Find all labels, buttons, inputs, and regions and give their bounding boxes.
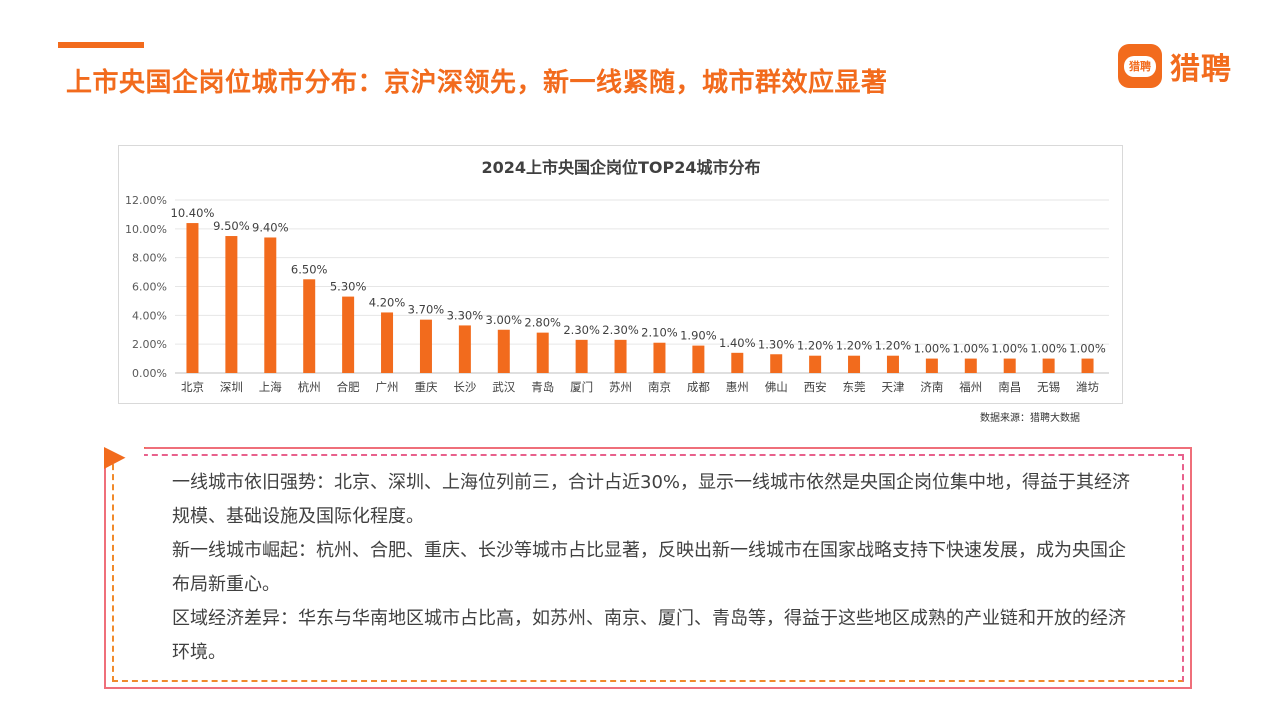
bar [925, 358, 938, 373]
data-label: 5.30% [330, 280, 367, 294]
note-first-tier: 一线城市依旧强势：北京、深圳、上海位列前三，合计占近30%，显示一线城市依然是央… [172, 472, 1131, 527]
bar-chart: 2024上市央国企岗位TOP24城市分布 0.00% 2.00% 4.00% 6.00%… [125, 158, 1109, 394]
bar [964, 358, 977, 373]
data-label: 3.30% [447, 308, 484, 322]
note-new-first-tier: 新一线城市崛起：杭州、合肥、重庆、长沙等城市占比显著，反映出新一线城市在国家战略… [172, 540, 1126, 595]
bar [458, 325, 471, 373]
data-label: 6.50% [291, 262, 328, 276]
notes-box-dashed-border [112, 454, 1184, 682]
x-tick-label: 重庆 [414, 380, 437, 394]
x-tick-label: 武汉 [492, 380, 515, 394]
notes-corner-cutout [104, 447, 144, 467]
bar [731, 352, 744, 373]
data-label: 1.00% [953, 342, 990, 356]
data-label: 2.30% [563, 323, 600, 337]
x-tick-label: 福州 [959, 380, 982, 394]
data-label: 3.70% [408, 303, 445, 317]
x-tick-label: 成都 [687, 380, 710, 394]
x-tick-label: 西安 [804, 380, 827, 394]
x-tick-label: 厦门 [570, 380, 593, 394]
data-label: 1.00% [1069, 342, 1106, 356]
note-regional-difference: 区域经济差异：华东与华南地区城市占比高，如苏州、南京、厦门、青岛等，得益于这些地… [172, 608, 1126, 663]
bar [770, 354, 783, 373]
notes-box [104, 447, 1192, 689]
bar [303, 279, 316, 373]
data-label: 1.20% [797, 339, 834, 353]
bar [381, 312, 394, 373]
bar [225, 236, 238, 373]
bar [1081, 358, 1094, 373]
x-tick-label: 潍坊 [1076, 380, 1099, 394]
bar [886, 355, 899, 373]
data-label: 3.00% [486, 313, 523, 327]
page-title: 上市央国企岗位城市分布：京沪深领先，新一线紧随，城市群效应显著 [66, 68, 888, 98]
liepin-logo: 猎聘 猎聘 [1118, 44, 1232, 88]
title-accent-bar [58, 42, 144, 48]
bar [575, 339, 588, 373]
y-tick-label: 12.00% [125, 194, 167, 207]
x-tick-label: 长沙 [453, 380, 476, 394]
data-label: 1.90% [680, 329, 717, 343]
data-label: 1.00% [914, 342, 951, 356]
x-tick-label: 广州 [376, 380, 399, 394]
y-tick-label: 6.00% [132, 281, 167, 294]
bar [1042, 358, 1055, 373]
bar [614, 339, 627, 373]
x-tick-label: 东莞 [843, 380, 866, 394]
x-tick-label: 天津 [881, 380, 904, 394]
bar [342, 296, 355, 373]
data-label: 1.20% [875, 339, 912, 353]
y-tick-label: 10.00% [125, 223, 167, 236]
data-label: 1.20% [836, 339, 873, 353]
logo-badge: 猎聘 [1124, 55, 1156, 77]
bar [692, 345, 705, 373]
x-tick-label: 青岛 [531, 380, 554, 394]
bar [809, 355, 822, 373]
y-tick-label: 2.00% [132, 338, 167, 351]
data-label: 2.80% [524, 316, 561, 330]
x-tick-label: 合肥 [337, 380, 360, 394]
bar [848, 355, 861, 373]
x-tick-label: 杭州 [298, 380, 321, 394]
data-label: 1.00% [991, 342, 1028, 356]
data-label: 1.00% [1030, 342, 1067, 356]
bar [419, 319, 432, 373]
bar-chart-frame: 2024上市央国企岗位TOP24城市分布 0.00% 2.00% 4.00% 6.00%… [118, 145, 1123, 404]
logo-text: 猎聘 [1170, 52, 1232, 87]
x-tick-label: 深圳 [220, 380, 243, 394]
bar [497, 329, 510, 373]
data-label: 1.40% [719, 336, 756, 350]
x-tick-label: 无锡 [1037, 380, 1060, 394]
data-label: 1.30% [758, 337, 795, 351]
x-tick-label: 济南 [920, 380, 943, 394]
x-tick-label: 惠州 [726, 380, 749, 394]
data-label: 9.40% [252, 220, 289, 234]
x-tick-label: 苏州 [609, 380, 632, 394]
bar [1003, 358, 1016, 373]
data-label: 2.30% [602, 323, 639, 337]
x-tick-label: 南京 [648, 380, 671, 394]
logo-icon: 猎聘 [1118, 44, 1162, 88]
bar [536, 332, 549, 373]
notes-text: 一线城市依旧强势：北京、深圳、上海位列前三，合计占近30%，显示一线城市依然是央… [172, 466, 1132, 670]
data-label: 4.20% [369, 295, 406, 309]
data-label: 10.40% [171, 206, 215, 220]
bar [186, 223, 199, 373]
chart-title: 2024上市央国企岗位TOP24城市分布 [481, 158, 760, 177]
y-tick-label: 4.00% [132, 309, 167, 322]
y-tick-label: 0.00% [132, 367, 167, 380]
chart-source: 数据来源：猎聘大数据 [980, 413, 1080, 424]
x-tick-label: 佛山 [765, 380, 788, 394]
bar [264, 237, 277, 373]
bar [653, 342, 666, 373]
data-label: 9.50% [213, 219, 250, 233]
x-tick-label: 上海 [259, 380, 282, 394]
x-tick-label: 北京 [181, 380, 204, 394]
data-label: 2.10% [641, 326, 678, 340]
y-tick-label: 8.00% [132, 252, 167, 265]
x-tick-label: 南昌 [998, 380, 1021, 394]
